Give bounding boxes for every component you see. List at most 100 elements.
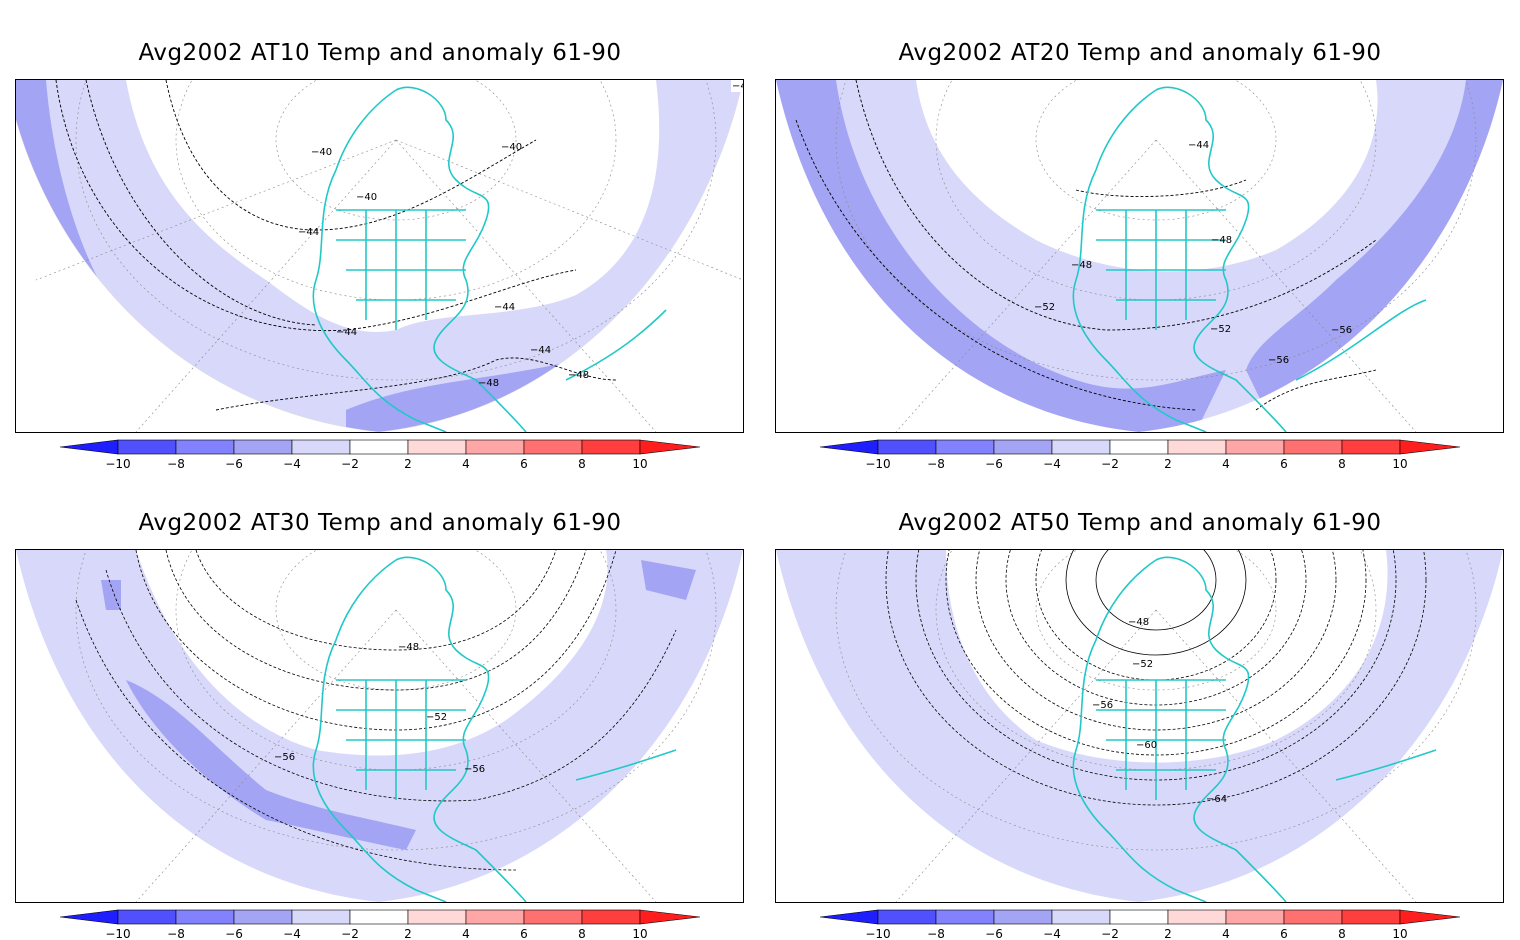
colorbar-tick-label: 4 (462, 457, 470, 470)
colorbar-segment (1051, 909, 1111, 925)
panel-at10: Avg2002 AT10 Temp and anomaly 61-90 (0, 0, 760, 470)
colorbar-graphic: −10 −8 −6 −4 −2 2 4 6 8 10 (59, 439, 701, 470)
coastline (1072, 556, 1437, 902)
hemisphere-mask (16, 550, 379, 902)
coastline (1072, 86, 1427, 432)
map-frame: −44 −48 −48 −52 −52 −56 −56 (775, 79, 1504, 433)
colorbar-segment (1341, 909, 1401, 925)
colorbar-tick-label: −4 (1043, 927, 1061, 940)
colorbar-tick-label: 4 (462, 927, 470, 940)
colorbar-tick-label: 2 (1164, 927, 1172, 940)
colorbar-tick-label: −10 (105, 457, 130, 470)
colorbar-tick-label: 2 (1164, 457, 1172, 470)
anomaly-colorbar: −10 −8 −6 −4 −2 2 4 6 8 10 (0, 436, 760, 470)
colorbar-segment (1051, 439, 1111, 455)
panel-title: Avg2002 AT30 Temp and anomaly 61-90 (138, 510, 622, 536)
colorbar-segment (581, 909, 641, 925)
colorbar-graphic: −10 −8 −6 −4 −2 2 4 6 8 10 (59, 909, 701, 940)
contour-label: −64 (1206, 794, 1227, 805)
colorbar-tick-label: −6 (225, 927, 243, 940)
anomaly-neutral-region (136, 550, 608, 756)
colorbar-right-arrow (1399, 909, 1461, 925)
colorbar-tick-label: 4 (1222, 927, 1230, 940)
colorbar-right-arrow (1399, 439, 1461, 455)
panel-title: Avg2002 AT50 Temp and anomaly 61-90 (898, 510, 1382, 536)
colorbar-segment (877, 439, 937, 455)
colorbar-left-arrow (59, 909, 119, 925)
colorbar-segment (935, 439, 995, 455)
colorbar-segment (407, 439, 467, 455)
panel-at20: Avg2002 AT20 Temp and anomaly 61-90 (760, 0, 1520, 470)
contour-label: −48 (478, 378, 499, 389)
contour-label: −52 (426, 712, 447, 723)
colorbar-tick-label: −10 (105, 927, 130, 940)
colorbar-tick-label: 8 (578, 927, 586, 940)
contour-label: −60 (1136, 740, 1157, 751)
colorbar-tick-label: 8 (1338, 927, 1346, 940)
contour-label: −52 (1132, 659, 1153, 670)
colorbar-tick-label: 8 (578, 457, 586, 470)
colorbar-segment (1225, 439, 1285, 455)
hemisphere-mask (1139, 80, 1503, 432)
colorbar-left-arrow (819, 439, 879, 455)
colorbar-tick-label: 2 (404, 457, 412, 470)
anomaly-map: −44 −48 −48 −52 −52 −56 −56 (776, 80, 1503, 432)
colorbar-segment (349, 909, 409, 925)
contour-label: −44 (494, 302, 515, 313)
contour-label: −48 (1128, 617, 1149, 628)
colorbar-tick-label: −6 (985, 927, 1003, 940)
panel-at50: Avg2002 AT50 Temp and anomaly 61-90 (760, 470, 1520, 940)
colorbar-tick-label: −10 (865, 927, 890, 940)
colorbar-tick-label: −4 (1043, 457, 1061, 470)
anomaly-neutral-region (946, 550, 1388, 763)
colorbar-tick-label: −8 (927, 457, 945, 470)
anomaly-colorbar: −10 −8 −6 −4 −2 2 4 6 8 10 (760, 906, 1520, 940)
colorbar-tick-label: 6 (1280, 457, 1288, 470)
contour-label: −56 (1268, 355, 1289, 366)
colorbar-tick-label: −2 (341, 457, 359, 470)
contour-label: −40 (311, 147, 332, 158)
map-frame: −48 −52 −56 −60 −64 (775, 549, 1504, 903)
colorbar-segment (1341, 439, 1401, 455)
colorbar-tick-label: 10 (632, 927, 647, 940)
anomaly-map: −48 −40 −40 −40 −44 −44 −44 −44 −48 −48 (16, 80, 743, 432)
map-frame: −48 −52 −56 −56 (15, 549, 744, 903)
anomaly-neutral-region (916, 80, 1378, 272)
colorbar-segment (349, 439, 409, 455)
colorbar-tick-label: 8 (1338, 457, 1346, 470)
contour-label-group: −48 −40 −40 −40 −44 −44 −44 −44 −48 −48 (298, 80, 743, 389)
contour-label: −40 (356, 192, 377, 203)
contour-label: −44 (298, 227, 319, 238)
coastline (312, 556, 677, 902)
anomaly-shading-medium (101, 580, 121, 610)
colorbar-segment (523, 439, 583, 455)
colorbar-segment (1225, 909, 1285, 925)
contour-label: −44 (530, 345, 551, 356)
colorbar-segment (407, 909, 467, 925)
colorbar-segment (523, 909, 583, 925)
map-frame: −48 −40 −40 −40 −44 −44 −44 −44 −48 −48 (15, 79, 744, 433)
contour-label-group: −48 −52 −56 −56 (274, 642, 485, 775)
colorbar-graphic: −10 −8 −6 −4 −2 2 4 6 8 10 (819, 909, 1461, 940)
colorbar-tick-label: −8 (167, 927, 185, 940)
colorbar-tick-label: 6 (1280, 927, 1288, 940)
colorbar-segment (117, 439, 177, 455)
hemisphere-mask (776, 80, 1139, 432)
colorbar-segment (175, 439, 235, 455)
colorbar-tick-label: −2 (1101, 927, 1119, 940)
colorbar-segment (233, 439, 293, 455)
colorbar-segment (877, 909, 937, 925)
anomaly-shading-medium (641, 560, 696, 600)
hemisphere-mask (379, 550, 743, 902)
contour-label: −48 (1071, 260, 1092, 271)
anomaly-map: −48 −52 −56 −60 −64 (776, 550, 1503, 902)
colorbar-segment (465, 909, 525, 925)
contour-label: −56 (1331, 325, 1352, 336)
contour-label: −56 (274, 752, 295, 763)
contour-label: −52 (1210, 324, 1231, 335)
colorbar-tick-label: −10 (865, 457, 890, 470)
hemisphere-mask (776, 550, 1139, 902)
anomaly-colorbar: −10 −8 −6 −4 −2 2 4 6 8 10 (760, 436, 1520, 470)
colorbar-tick-label: −4 (283, 457, 301, 470)
colorbar-tick-label: −8 (167, 457, 185, 470)
